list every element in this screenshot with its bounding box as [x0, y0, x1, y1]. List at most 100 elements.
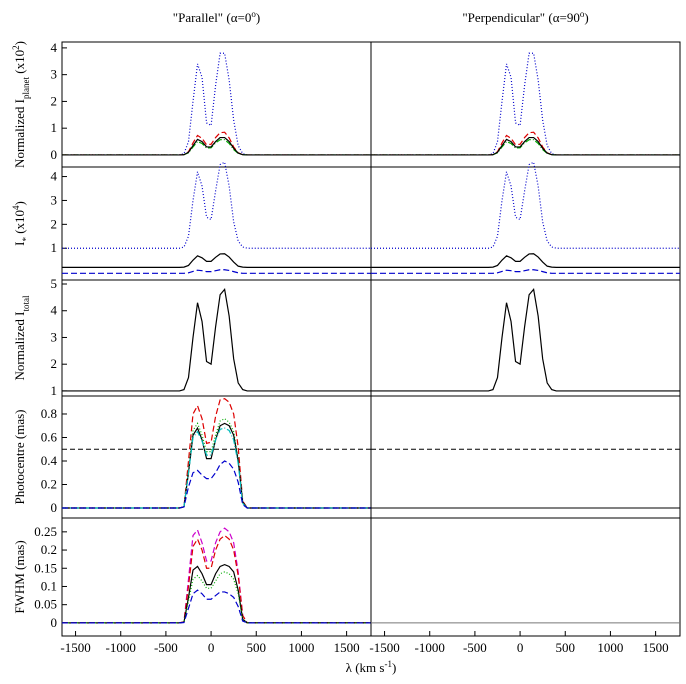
series-line — [371, 269, 680, 274]
x-tick-label: 1500 — [334, 640, 360, 655]
x-tick-label: 1000 — [288, 640, 314, 655]
series-line — [371, 52, 680, 156]
series-line — [371, 287, 680, 392]
y-tick-label: 1 — [51, 240, 58, 255]
series-line — [62, 417, 371, 509]
x-tick-label: 500 — [556, 640, 576, 655]
column-title-part: "Perpendicular" (α=90 — [462, 10, 580, 25]
column-title-part: ) — [256, 10, 260, 25]
y-tick-label: 4 — [51, 40, 58, 55]
plot-frame — [370, 41, 681, 168]
series-line — [62, 131, 371, 156]
column-title-part: "Parallel" (α=0 — [173, 10, 252, 25]
y-tick-label: 5 — [51, 276, 58, 291]
x-tick-label: 1500 — [643, 640, 669, 655]
y-axis-label-part: Photocentre (mas) — [12, 410, 27, 505]
y-axis-label-part: (x10 — [12, 50, 27, 77]
x-tick-label: -1000 — [415, 640, 445, 655]
y-tick-label: 2 — [51, 93, 58, 108]
y-tick-label: 0.05 — [34, 597, 57, 612]
y-axis-label-part: Normalized I — [12, 99, 27, 168]
y-tick-label: 1 — [51, 383, 58, 398]
y-axis-label: Photocentre (mas) — [12, 410, 27, 505]
series-line — [62, 253, 371, 268]
y-tick-label: 0.4 — [41, 453, 58, 468]
y-tick-label: 4 — [51, 303, 58, 318]
y-axis-label-part: ) — [12, 201, 27, 205]
plot-frame — [61, 166, 372, 281]
y-tick-label: 3 — [51, 329, 58, 344]
y-tick-label: 0.6 — [41, 429, 58, 444]
series-line — [62, 52, 371, 156]
y-axis-label-part: * — [21, 237, 31, 242]
y-axis-label: I* (x104) — [11, 201, 31, 246]
x-tick-label: -1500 — [369, 640, 399, 655]
y-axis-label-part: ) — [12, 41, 27, 45]
x-axis-label-part: λ (km s — [346, 660, 385, 675]
y-tick-label: 0.25 — [34, 524, 57, 539]
plot-frame — [61, 395, 372, 519]
plot-frame — [370, 166, 681, 281]
y-tick-label: 1 — [51, 120, 58, 135]
series-line — [62, 427, 371, 509]
y-axis-label-part: (x10 — [12, 210, 27, 237]
y-axis-label-part: 4 — [11, 205, 21, 210]
y-axis-label: Normalized Iplanet (x102) — [11, 41, 31, 168]
y-tick-label: 0.2 — [41, 477, 57, 492]
series-line — [62, 527, 371, 624]
plot-frame — [61, 279, 372, 397]
y-axis-label-part: total — [21, 295, 31, 311]
column-title: "Perpendicular" (α=90o) — [462, 9, 588, 25]
y-tick-label: 3 — [51, 192, 58, 207]
series-line — [371, 136, 680, 156]
series-line — [62, 269, 371, 274]
series-line — [62, 422, 371, 509]
series-line — [62, 571, 371, 624]
y-tick-label: 0.8 — [41, 406, 57, 421]
y-tick-label: 0 — [51, 500, 58, 515]
y-tick-label: 0 — [51, 615, 58, 630]
series-line — [62, 398, 371, 509]
y-tick-label: 4 — [51, 169, 58, 184]
y-axis-label-part: 2 — [11, 45, 21, 50]
y-tick-label: 2 — [51, 356, 58, 371]
plot-frame — [370, 279, 681, 397]
x-tick-label: -500 — [154, 640, 178, 655]
plot-frame — [370, 517, 681, 637]
series-line — [371, 253, 680, 268]
x-tick-label: -1000 — [106, 640, 136, 655]
series-line — [62, 287, 371, 392]
y-tick-label: 0.1 — [41, 578, 57, 593]
plot-frame — [61, 41, 372, 168]
y-axis-label: FWHM (mas) — [12, 540, 27, 613]
y-axis-label-part: FWHM (mas) — [12, 540, 27, 613]
x-tick-label: -1500 — [60, 640, 90, 655]
y-tick-label: 2 — [51, 216, 58, 231]
series-line — [62, 563, 371, 624]
y-tick-label: 0.2 — [41, 542, 57, 557]
column-title-part: o — [580, 9, 585, 19]
series-line — [62, 161, 371, 249]
series-line — [62, 136, 371, 156]
series-line — [371, 161, 680, 249]
x-tick-label: 1000 — [597, 640, 623, 655]
y-tick-label: 0.15 — [34, 560, 57, 575]
series-line — [371, 131, 680, 156]
plot-frame — [370, 395, 681, 519]
y-axis-label-part: I — [12, 242, 27, 246]
y-axis-label-part: Normalized I — [12, 312, 27, 381]
x-axis-label: λ (km s-1) — [346, 659, 397, 675]
series-line — [62, 460, 371, 509]
x-tick-label: 0 — [517, 640, 524, 655]
series-line — [62, 534, 371, 624]
x-axis-label-part: -1 — [384, 659, 392, 669]
series-line — [62, 139, 371, 156]
x-tick-label: 0 — [208, 640, 215, 655]
y-tick-label: 0 — [51, 147, 58, 162]
series-line — [62, 589, 371, 624]
y-axis-label-part: planet — [21, 77, 31, 99]
y-tick-label: 3 — [51, 67, 58, 82]
series-line — [371, 139, 680, 156]
column-title-part: o — [251, 9, 256, 19]
